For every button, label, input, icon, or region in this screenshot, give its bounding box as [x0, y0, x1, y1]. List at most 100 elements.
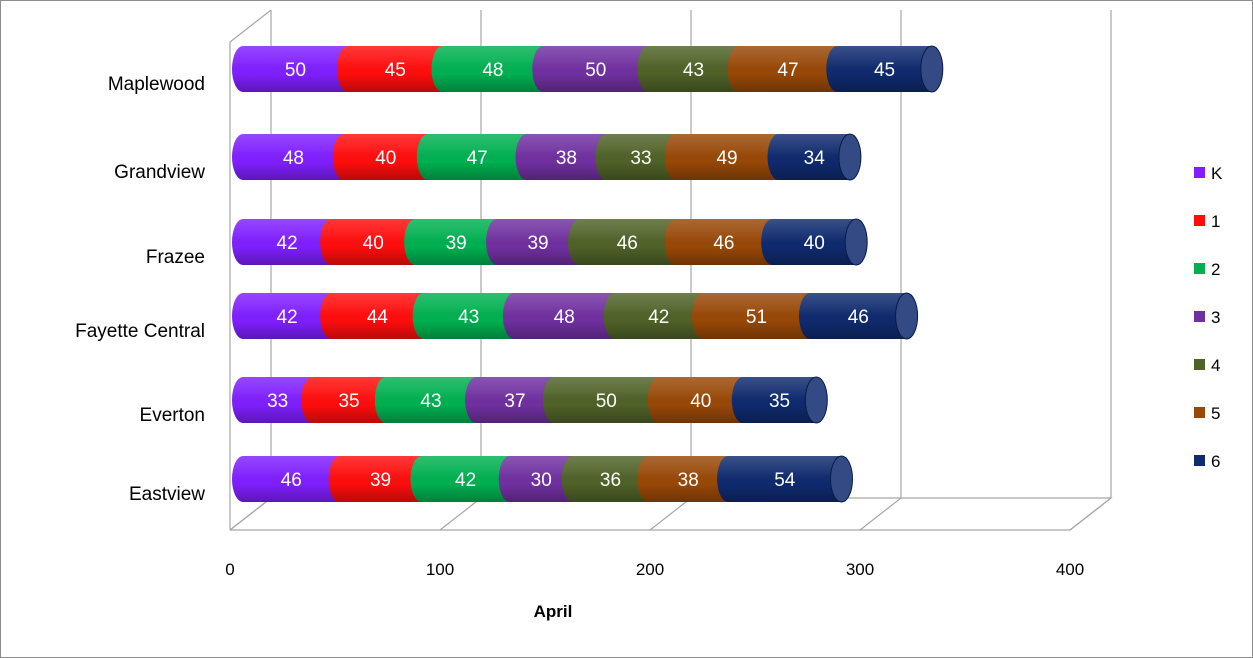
data-label: 40: [690, 391, 711, 412]
legend-item: 4: [1194, 356, 1220, 375]
data-label: 45: [874, 60, 895, 81]
bar-segment: 47: [727, 46, 849, 92]
data-label: 42: [277, 307, 298, 328]
segment-shading: [328, 456, 433, 502]
bar-segment: 40: [332, 134, 439, 180]
segment-shading: [232, 219, 343, 265]
bar-segment: 46: [799, 292, 919, 340]
segment-shading: [412, 293, 525, 339]
bar-segment: 48: [431, 46, 555, 92]
bar-row: 42 44 43 48 42 51 46: [232, 292, 919, 340]
data-label: 47: [777, 60, 798, 81]
x-tick-label: 0: [225, 560, 234, 579]
legend-swatch: [1194, 311, 1205, 322]
segment-shading: [410, 456, 521, 502]
data-label: 40: [804, 233, 825, 254]
bar-segment: 34: [767, 133, 862, 181]
bar-segment: 42: [410, 456, 521, 502]
segment-shading: [320, 219, 427, 265]
data-label: 48: [283, 148, 304, 169]
data-label: 46: [713, 233, 734, 254]
data-label: 39: [446, 233, 467, 254]
data-label: 33: [267, 391, 288, 412]
bar-end-cap: [920, 45, 944, 93]
data-label: 39: [370, 470, 391, 491]
data-label: 54: [774, 470, 796, 491]
segment-shading: [799, 293, 918, 339]
data-label: 50: [596, 391, 617, 412]
segment-shading: [515, 134, 618, 180]
bar-segment: 43: [637, 46, 750, 92]
legend-label: 2: [1211, 260, 1220, 279]
data-label: 46: [848, 307, 869, 328]
data-label: 50: [285, 60, 306, 81]
x-tick-label: 400: [1056, 560, 1084, 579]
segment-shading: [603, 293, 714, 339]
segment-shading: [232, 377, 324, 423]
data-label: 40: [363, 233, 384, 254]
data-label: 33: [630, 148, 651, 169]
segment-shading: [332, 134, 439, 180]
bar-segment: 47: [416, 134, 538, 180]
data-label: 38: [556, 148, 577, 169]
bar-segment: 40: [761, 218, 868, 266]
legend-label: 1: [1211, 212, 1220, 231]
segment-shading: [717, 456, 853, 502]
bar-segment: 39: [486, 219, 590, 265]
data-label: 50: [585, 60, 606, 81]
bar-segment: 42: [232, 219, 343, 265]
legend-swatch: [1194, 407, 1205, 418]
legend-label: K: [1211, 164, 1223, 183]
data-label: 35: [769, 391, 790, 412]
data-label: 47: [467, 148, 488, 169]
segment-shading: [232, 456, 351, 502]
bar-row: 50 45 48 50 43 47 45: [232, 45, 944, 93]
segment-shading: [637, 46, 750, 92]
legend-swatch: [1194, 167, 1205, 178]
data-label: 39: [527, 233, 548, 254]
segment-shading: [727, 46, 849, 92]
data-label: 44: [367, 307, 389, 328]
bar-segment: 50: [542, 377, 670, 423]
legend-label: 6: [1211, 452, 1220, 471]
bar-row: 48 40 47 38 33 49 34: [232, 133, 862, 181]
data-label: 42: [455, 470, 476, 491]
segment-shading: [320, 293, 435, 339]
data-label: 43: [420, 391, 441, 412]
data-label: 43: [683, 60, 704, 81]
legend-swatch: [1194, 215, 1205, 226]
segment-shading: [431, 46, 555, 92]
bar-segment: 38: [515, 134, 618, 180]
bar-segment: 44: [320, 293, 435, 339]
category-axis: Maplewood Grandview Frazee Fayette Central E…: [75, 74, 205, 505]
data-label: 48: [554, 307, 575, 328]
bar-end-cap: [838, 133, 862, 181]
segment-shading: [664, 134, 790, 180]
legend-swatch: [1194, 455, 1205, 466]
bar-segment: 42: [603, 293, 714, 339]
bar-segment: 48: [232, 134, 355, 180]
category-label: Grandview: [114, 162, 205, 183]
segment-shading: [595, 134, 687, 180]
bar-segment: 46: [232, 456, 351, 502]
data-label: 42: [277, 233, 298, 254]
segment-shading: [647, 377, 754, 423]
segment-shading: [502, 293, 626, 339]
bar-segment: 42: [232, 293, 343, 339]
bar-segment: 43: [374, 377, 488, 423]
legend-swatch: [1194, 359, 1205, 370]
data-label: 37: [504, 391, 525, 412]
data-label: 46: [617, 233, 638, 254]
bar-segment: 37: [465, 377, 565, 423]
segment-shading: [561, 456, 660, 502]
data-label: 40: [375, 148, 396, 169]
segment-shading: [761, 219, 868, 265]
bar-segment: 50: [232, 46, 359, 92]
segment-shading: [542, 377, 670, 423]
data-label: 43: [458, 307, 479, 328]
x-tick-label: 100: [426, 560, 454, 579]
x-tick-label: 300: [846, 560, 874, 579]
legend-swatch: [1194, 263, 1205, 274]
segment-shading: [465, 377, 565, 423]
